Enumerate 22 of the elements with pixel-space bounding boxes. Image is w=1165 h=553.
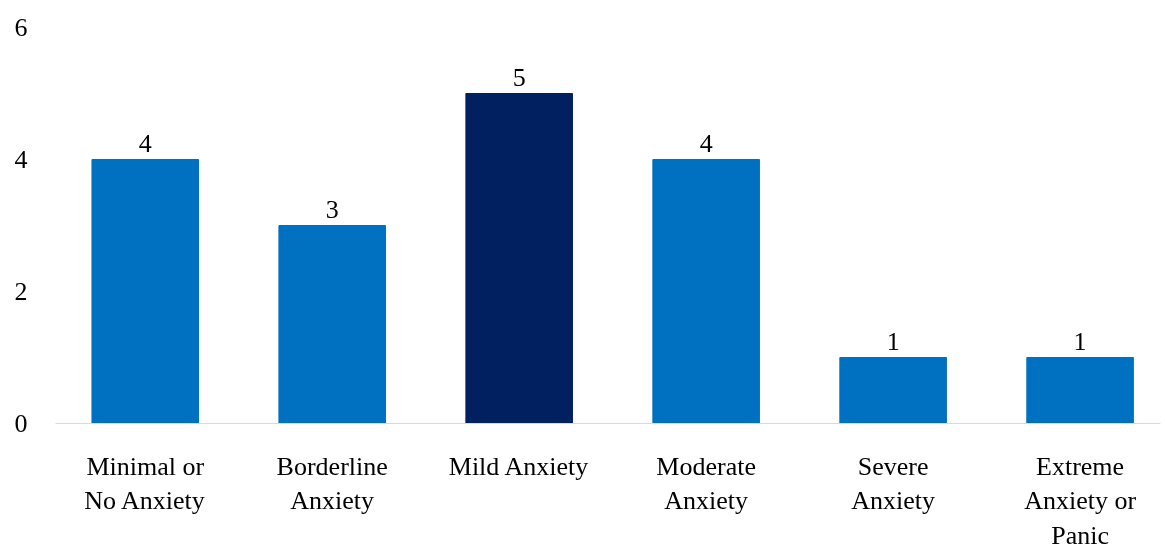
data-label: 1 (886, 326, 900, 356)
bar (465, 93, 573, 424)
x-tick-label: Minimal or No Anxiety (84, 451, 205, 516)
data-label: 1 (1073, 326, 1087, 356)
data-label: 4 (138, 128, 152, 158)
y-tick-label: 4 (14, 145, 28, 174)
bar (839, 357, 947, 424)
x-tick-label: Moderate Anxiety (656, 451, 756, 516)
x-tick-label: Borderline Anxiety (276, 451, 388, 516)
data-label: 5 (512, 62, 526, 92)
data-label: 4 (699, 128, 713, 158)
bar (1026, 357, 1134, 424)
y-tick-label: 6 (14, 13, 28, 42)
bar (652, 159, 760, 424)
bar (278, 225, 386, 424)
x-tick-label: Extreme Anxiety or Panic (1024, 451, 1137, 551)
y-tick-label: 2 (14, 277, 28, 306)
x-tick-label: Mild Anxiety (448, 451, 589, 481)
bar (91, 159, 200, 424)
y-tick-label: 0 (14, 409, 28, 438)
x-tick-label: Severe Anxiety (851, 451, 936, 516)
data-label: 3 (325, 194, 339, 224)
